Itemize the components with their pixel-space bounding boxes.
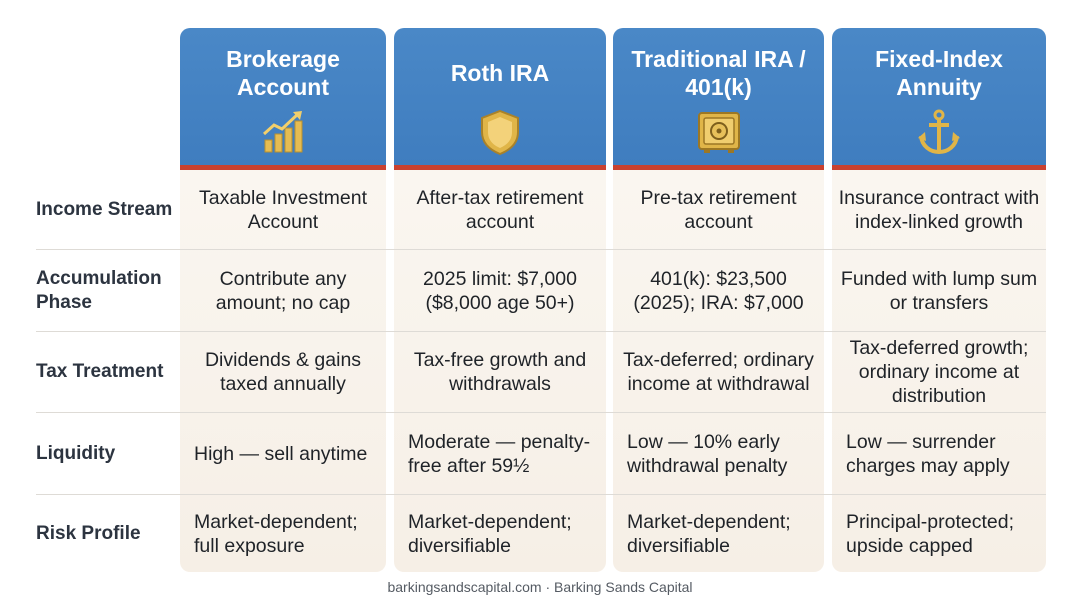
table-cell: Contribute any amount; no cap xyxy=(215,267,351,314)
row-label-income-stream: Income Stream xyxy=(36,198,173,220)
table-cell: Tax-free growth and withdrawals xyxy=(413,349,587,395)
column-header-roth: Roth IRA xyxy=(394,28,606,170)
table-cell: Dividends & gains taxed annually xyxy=(204,349,362,395)
table-cell: Principal-protected; upside capped xyxy=(846,510,1014,557)
table-cell: After-tax retirement account xyxy=(416,186,584,233)
table-cell: 2025 limit: $7,000 ($8,000 age 50+) xyxy=(423,267,577,314)
row-label-tax-treatment: Tax Treatment xyxy=(36,361,164,382)
table-cell: 401(k): $23,500 (2025); IRA: $7,000 xyxy=(633,267,804,314)
footer-credit: barkingsandscapital.com · Barking Sands … xyxy=(387,579,693,595)
table-cell: Insurance contract with index-linked gro… xyxy=(838,186,1040,233)
column-header-annuity: Fixed-Index Annuity xyxy=(832,28,1046,170)
table-cell: Tax-deferred growth; ordinary income at … xyxy=(849,337,1029,407)
table-cell: High — sell anytime xyxy=(194,442,368,465)
bar-chart-arrow-icon xyxy=(262,111,303,153)
row-label-risk-profile: Risk Profile xyxy=(36,522,141,544)
row-divider xyxy=(36,494,1046,495)
table-cell: Market-dependent; full exposure xyxy=(194,510,358,557)
column-body-annuity xyxy=(832,170,1046,572)
table-cell: Pre-tax retirement account xyxy=(640,186,797,233)
column-title: Fixed-Index Annuity xyxy=(875,46,1003,100)
table-cell: Market-dependent; diversifiable xyxy=(408,510,572,557)
row-divider xyxy=(36,412,1046,413)
column-body-traditional xyxy=(613,170,824,572)
column-title: Roth IRA xyxy=(450,60,550,86)
row-divider xyxy=(36,331,1046,332)
table-cell: Taxable Investment Account xyxy=(198,186,367,233)
safe-icon xyxy=(697,112,740,153)
column-header-traditional: Traditional IRA / 401(k) xyxy=(613,28,824,170)
table-cell: Moderate — penalty-free after 59½ xyxy=(408,430,591,477)
column-title: Traditional IRA / 401(k) xyxy=(631,46,806,100)
table-cell: Tax-deferred; ordinary income at withdra… xyxy=(623,349,814,395)
column-header-brokerage: Brokerage Account xyxy=(180,28,386,170)
column-body-roth xyxy=(394,170,606,572)
table-cell: Low — surrender charges may apply xyxy=(846,430,1010,477)
row-label-liquidity: Liquidity xyxy=(36,442,116,464)
anchor-icon xyxy=(918,109,960,155)
table-cell: Low — 10% early withdrawal penalty xyxy=(627,430,788,477)
table-cell: Funded with lump sum or transfers xyxy=(840,267,1038,314)
row-divider xyxy=(36,249,1046,250)
shield-icon xyxy=(481,109,519,156)
table-cell: Market-dependent; diversifiable xyxy=(627,510,791,557)
row-label-accumulation-phase: Accumulation Phase xyxy=(36,267,162,313)
column-title: Brokerage Account xyxy=(226,46,340,100)
column-body-brokerage xyxy=(180,170,386,572)
